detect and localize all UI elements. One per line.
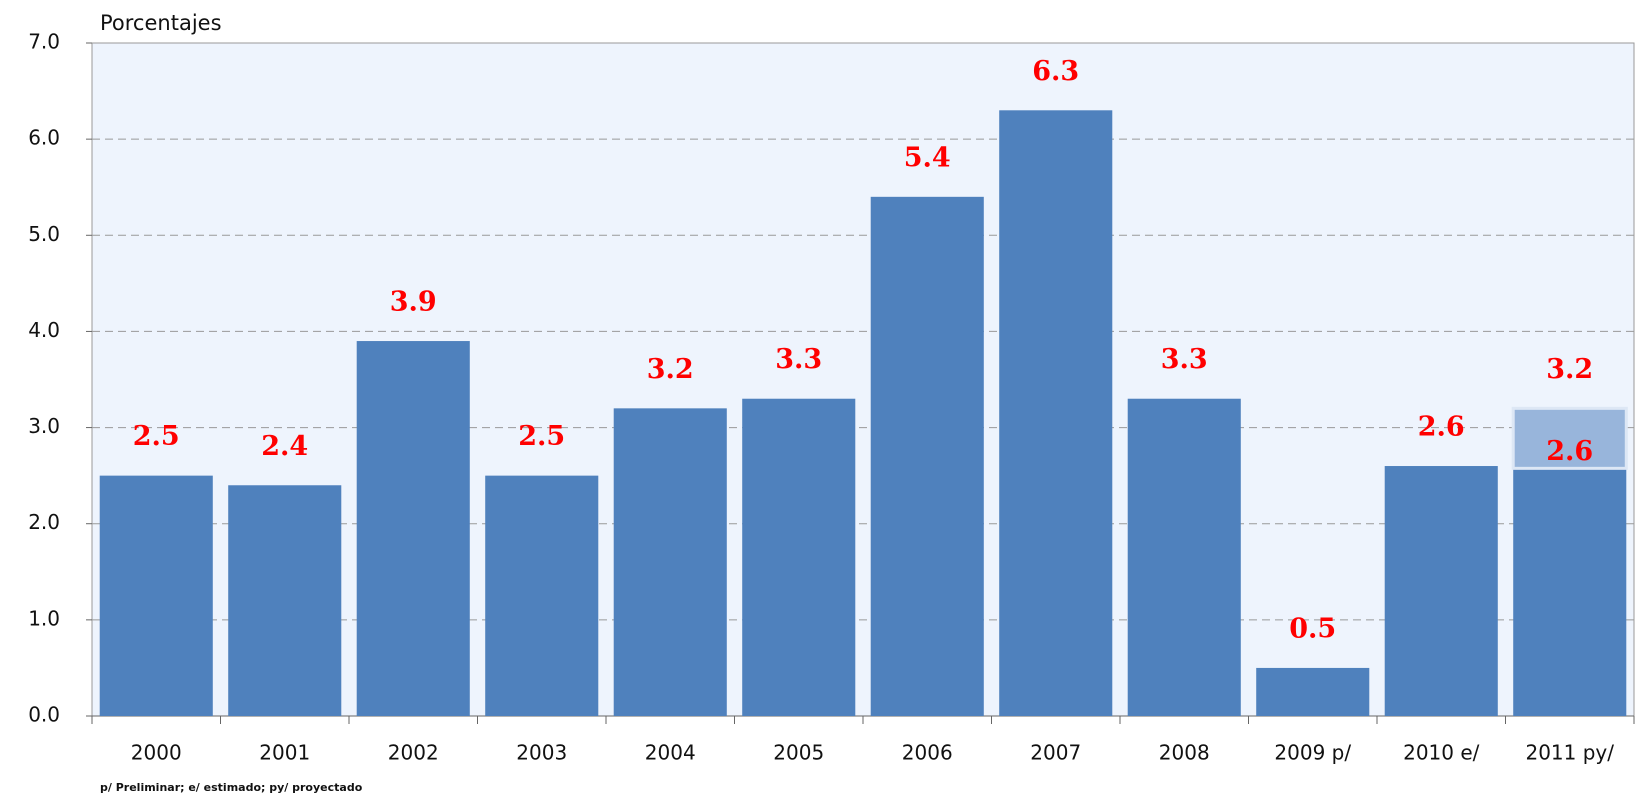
value-label: 3.9 [390,287,437,318]
value-label: 2.5 [133,421,180,452]
x-tick-label: 2002 [388,741,439,765]
y-tick-label: 2.0 [28,510,60,534]
value-label: 2.6 [1418,412,1465,443]
y-tick-label: 4.0 [28,318,60,342]
bar [742,398,856,716]
x-tick-label: 2008 [1159,741,1210,765]
x-tick-label: 2007 [1030,741,1081,765]
y-tick-label: 6.0 [28,126,60,150]
value-label: 3.2 [647,354,694,385]
y-tick-label: 0.0 [28,703,60,727]
bar [1127,398,1241,716]
x-tick-label: 2001 [259,741,310,765]
x-tick-label: 2009 p/ [1274,741,1351,765]
footnote: p/ Preliminar; e/ estimado; py/ proyecta… [100,781,363,794]
x-tick-label: 2010 e/ [1403,741,1480,765]
bar [228,485,342,716]
bar [485,475,599,716]
value-label: 6.3 [1032,56,1079,87]
tooltip-label: 2.6 [1546,436,1593,467]
x-tick-label: 2000 [131,741,182,765]
y-tick-label: 3.0 [28,414,60,438]
value-label: 3.3 [1161,344,1208,375]
x-tick-label: 2006 [902,741,953,765]
y-tick-label: 5.0 [28,222,60,246]
bar [613,408,727,716]
value-label: 2.5 [518,421,565,452]
bar [870,196,984,717]
value-label: 3.3 [775,344,822,375]
bar [1384,466,1498,716]
y-axis-label: Porcentajes [100,11,222,35]
bar [999,110,1113,717]
tooltip-box [1511,406,1628,470]
value-label: 0.5 [1289,613,1336,644]
y-tick-label: 1.0 [28,606,60,630]
x-tick-label: 2005 [773,741,824,765]
x-tick-label: 2003 [516,741,567,765]
bar [99,475,213,716]
bar [356,341,470,716]
plot-area [91,42,1635,717]
value-label: 2.4 [261,431,308,462]
value-label: 3.2 [1546,354,1593,385]
value-label: 5.4 [904,142,951,173]
bar [1256,667,1370,716]
y-tick-label: 7.0 [28,30,60,54]
x-tick-label: 2004 [645,741,696,765]
x-tick-label: 2011 py/ [1525,741,1614,765]
